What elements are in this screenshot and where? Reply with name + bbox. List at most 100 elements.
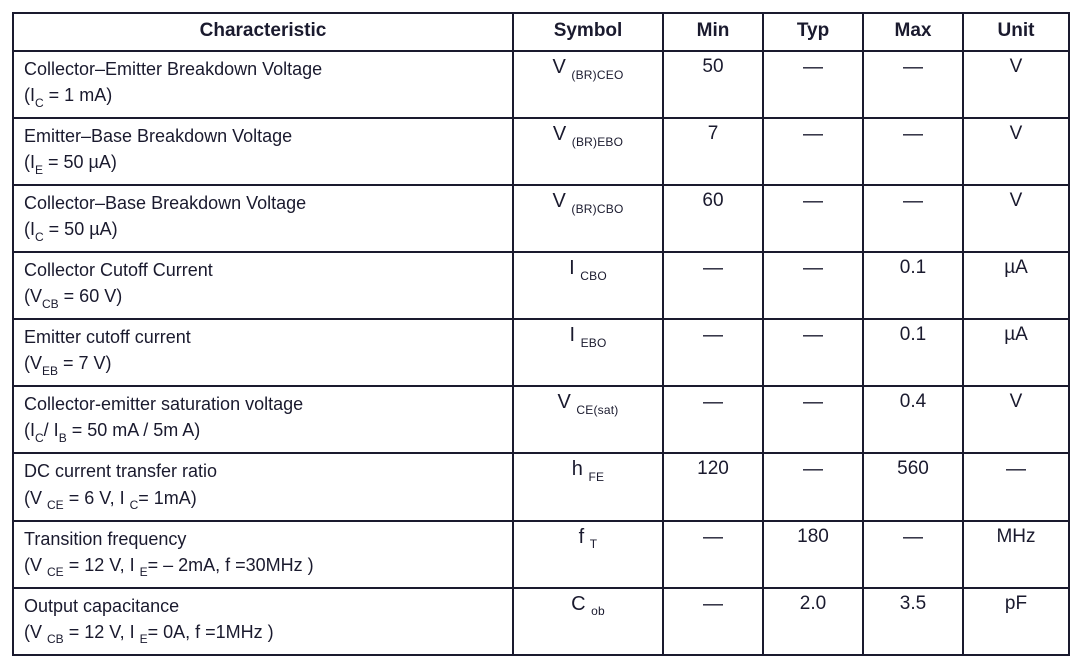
condition-post: = – 2mA, f =30MHz ) xyxy=(148,555,314,575)
symbol-cell: I EBO xyxy=(513,319,663,386)
unit-value: V xyxy=(1010,391,1023,412)
condition-pre: (V xyxy=(24,286,42,306)
min-cell: — xyxy=(663,588,763,655)
characteristic-cell: Emitter–Base Breakdown Voltage(IE = 50 µ… xyxy=(13,118,513,185)
characteristic-name: Transition frequency xyxy=(24,526,506,552)
characteristic-condition: (V CE = 12 V, I E= – 2mA, f =30MHz ) xyxy=(24,552,506,581)
typ-value: — xyxy=(803,257,823,279)
condition-pre: (I xyxy=(24,420,35,440)
unit-value: — xyxy=(1006,458,1026,480)
condition-mid: = 12 V, I xyxy=(64,622,140,642)
characteristic-cell: Output capacitance(V CB = 12 V, I E= 0A,… xyxy=(13,588,513,655)
unit-cell: MHz xyxy=(963,521,1069,588)
characteristic-cell: Collector-emitter saturation voltage(IC/… xyxy=(13,386,513,453)
min-value: 50 xyxy=(702,56,723,77)
symbol-cell: I CBO xyxy=(513,252,663,319)
characteristic-condition: (VCB = 60 V) xyxy=(24,283,506,312)
characteristic-name: Output capacitance xyxy=(24,593,506,619)
condition-pre: (I xyxy=(24,85,35,105)
characteristic-name: Emitter cutoff current xyxy=(24,324,506,350)
condition-sub1: CE xyxy=(47,498,64,512)
condition-post: = 0A, f =1MHz ) xyxy=(148,622,274,642)
symbol-main: h xyxy=(572,458,589,480)
unit-cell: V xyxy=(963,185,1069,252)
characteristic-name: Emitter–Base Breakdown Voltage xyxy=(24,123,506,149)
characteristics-table: Characteristic Symbol Min Typ Max Unit C… xyxy=(12,12,1070,656)
max-cell: 560 xyxy=(863,453,963,520)
typ-cell: — xyxy=(763,185,863,252)
condition-mid: = 50 µA) xyxy=(43,152,117,172)
characteristic-condition: (IE = 50 µA) xyxy=(24,149,506,178)
table-row: Emitter cutoff current(VEB = 7 V)I EBO——… xyxy=(13,319,1069,386)
max-value: — xyxy=(903,123,923,145)
symbol-cell: V CE(sat) xyxy=(513,386,663,453)
table-row: Collector–Emitter Breakdown Voltage (IC =… xyxy=(13,51,1069,118)
symbol-sub: ob xyxy=(591,604,605,618)
condition-mid: = 60 V) xyxy=(59,286,123,306)
table-row: Collector-emitter saturation voltage(IC/… xyxy=(13,386,1069,453)
condition-pre: (I xyxy=(24,219,35,239)
max-cell: 0.1 xyxy=(863,319,963,386)
characteristic-condition: (V CE = 6 V, I C= 1mA) xyxy=(24,485,506,514)
condition-post: = 1mA) xyxy=(138,488,197,508)
typ-cell: 2.0 xyxy=(763,588,863,655)
symbol-main: V xyxy=(558,391,577,413)
symbol-sub: (BR)EBO xyxy=(572,135,623,149)
characteristic-cell: Emitter cutoff current(VEB = 7 V) xyxy=(13,319,513,386)
symbol-cell: V (BR)EBO xyxy=(513,118,663,185)
condition-sub2: C xyxy=(130,498,139,512)
table-row: Collector Cutoff Current(VCB = 60 V)I CB… xyxy=(13,252,1069,319)
unit-cell: V xyxy=(963,51,1069,118)
header-min: Min xyxy=(663,13,763,51)
min-cell: 50 xyxy=(663,51,763,118)
symbol-cell: f T xyxy=(513,521,663,588)
unit-value: pF xyxy=(1005,593,1027,614)
header-max: Max xyxy=(863,13,963,51)
symbol-sub: FE xyxy=(588,470,604,484)
condition-mid: = 7 V) xyxy=(58,353,112,373)
characteristic-name: Collector Cutoff Current xyxy=(24,257,506,283)
typ-cell: — xyxy=(763,118,863,185)
condition-sub1: C xyxy=(35,96,44,110)
header-symbol: Symbol xyxy=(513,13,663,51)
unit-value: V xyxy=(1010,56,1023,77)
min-cell: 7 xyxy=(663,118,763,185)
symbol-sub: T xyxy=(590,537,598,551)
symbol-cell: C ob xyxy=(513,588,663,655)
typ-value: — xyxy=(803,123,823,145)
symbol-main: I xyxy=(569,324,580,346)
min-cell: — xyxy=(663,521,763,588)
condition-pre: (I xyxy=(24,152,35,172)
table-row: Output capacitance(V CB = 12 V, I E= 0A,… xyxy=(13,588,1069,655)
max-value: 560 xyxy=(897,458,929,479)
symbol-sub: CE(sat) xyxy=(576,403,618,417)
characteristic-cell: Collector–Emitter Breakdown Voltage (IC =… xyxy=(13,51,513,118)
unit-cell: V xyxy=(963,118,1069,185)
unit-cell: — xyxy=(963,453,1069,520)
header-unit: Unit xyxy=(963,13,1069,51)
min-value: 7 xyxy=(708,123,719,144)
symbol-sub: CBO xyxy=(580,269,607,283)
condition-post: = 50 mA / 5m A) xyxy=(67,420,201,440)
characteristic-name: Collector–Emitter Breakdown Voltage xyxy=(24,56,506,82)
min-value: — xyxy=(703,391,723,413)
characteristic-name: Collector–Base Breakdown Voltage xyxy=(24,190,506,216)
condition-pre: (V xyxy=(24,353,42,373)
characteristic-cell: Transition frequency(V CE = 12 V, I E= –… xyxy=(13,521,513,588)
min-value: — xyxy=(703,593,723,615)
condition-pre: (V xyxy=(24,488,47,508)
condition-sub2: B xyxy=(59,431,67,445)
condition-mid: = 1 mA) xyxy=(44,85,113,105)
typ-value: 180 xyxy=(797,526,829,547)
max-cell: — xyxy=(863,185,963,252)
table-row: Transition frequency(V CE = 12 V, I E= –… xyxy=(13,521,1069,588)
characteristic-condition: (IC = 50 µA) xyxy=(24,216,506,245)
condition-sub1: C xyxy=(35,230,44,244)
characteristic-condition: (VEB = 7 V) xyxy=(24,350,506,379)
max-cell: — xyxy=(863,51,963,118)
min-value: — xyxy=(703,526,723,548)
unit-cell: pF xyxy=(963,588,1069,655)
symbol-main: V xyxy=(553,123,572,145)
header-typ: Typ xyxy=(763,13,863,51)
max-value: — xyxy=(903,190,923,212)
